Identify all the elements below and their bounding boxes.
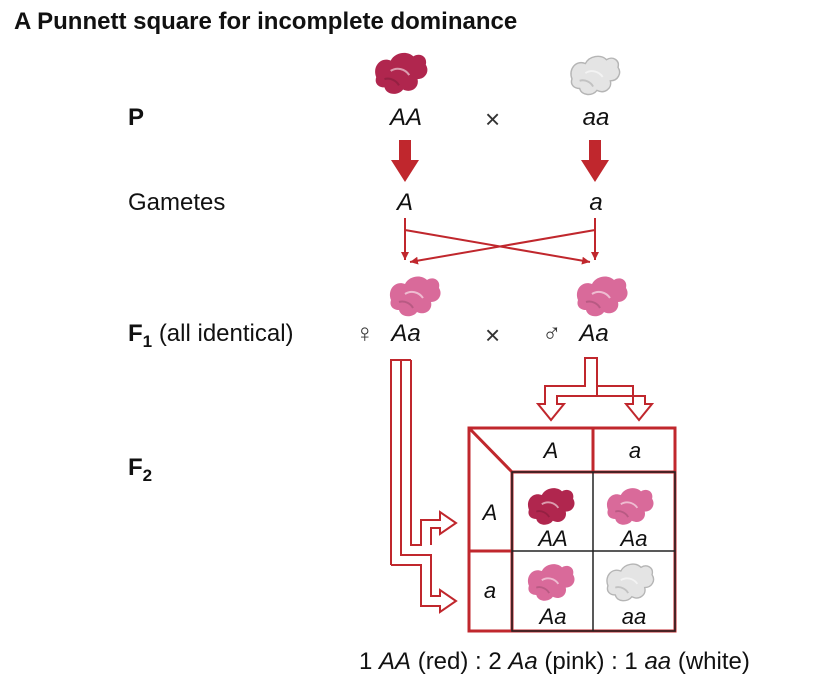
female-symbol-icon: ♀	[355, 318, 375, 348]
flower-pink-f1-right-icon	[575, 275, 629, 318]
flower-red-parent-icon	[374, 51, 429, 95]
punnett-col-header-1: A	[543, 438, 559, 463]
ratio-n1: 1	[359, 648, 380, 675]
punnett-cell-1: AA	[538, 526, 568, 551]
flower-pink-cell-1-icon	[605, 487, 655, 526]
arrow-female-gametes	[390, 359, 458, 614]
ratio-part-3: (white)	[671, 648, 750, 675]
row-label-gametes: Gametes	[128, 189, 226, 216]
ratio-part-1: (red) : 2	[411, 648, 509, 675]
arrow-p-to-gamete-right	[581, 140, 609, 182]
f1-cross-symbol: ×	[485, 320, 501, 350]
ratio-genotype-1: AA	[379, 648, 412, 675]
row-label-p: P	[128, 104, 145, 131]
parent-right-genotype: aa	[582, 104, 610, 131]
flower-red-cell-aa-icon	[526, 487, 576, 526]
flower-pink-f1-left-icon	[388, 275, 442, 318]
f2-letter: F	[128, 454, 143, 481]
ratio-genotype-2: Aa	[508, 648, 538, 675]
punnett-row-header-1: A	[482, 500, 498, 525]
row-label-f1: F1 (all identical)	[128, 320, 294, 352]
page-title: A Punnett square for incomplete dominanc…	[14, 8, 518, 35]
gamete-right: a	[589, 189, 603, 216]
punnett-grid	[467, 426, 677, 633]
ratio-part-2: (pink) : 1	[537, 648, 645, 675]
row-label-f2: F2	[128, 454, 152, 486]
punnett-cell-3: Aa	[539, 604, 567, 629]
punnett-cell-2: Aa	[620, 526, 648, 551]
parent-cross-symbol: ×	[485, 104, 501, 134]
flower-white-parent-icon	[569, 55, 621, 96]
punnett-cell-4: aa	[621, 604, 647, 629]
gamete-left: A	[396, 189, 413, 216]
ratio-genotype-3: aa	[644, 648, 672, 675]
f1-letter: F	[128, 320, 143, 347]
punnett-row-header-2: a	[483, 578, 497, 603]
arrow-gamete-cross	[401, 218, 599, 265]
parent-left-genotype: AA	[389, 104, 422, 131]
f2-subscript: 2	[142, 465, 153, 485]
phenotype-ratio: 1 AA (red) : 2 Aa (pink) : 1 aa (white)	[359, 648, 750, 676]
flower-pink-cell-2-icon	[526, 563, 576, 602]
arrow-p-to-gamete-left	[391, 140, 419, 182]
arrow-male-gametes	[535, 357, 655, 422]
flower-white-cell-icon	[605, 563, 655, 602]
f1-left-genotype: Aa	[391, 320, 421, 347]
male-symbol-icon: ♂	[542, 318, 562, 348]
f1-subscript: 1	[142, 331, 153, 351]
f1-note: (all identical)	[158, 320, 294, 347]
punnett-col-header-2: a	[628, 438, 642, 463]
f1-right-genotype: Aa	[579, 320, 609, 347]
